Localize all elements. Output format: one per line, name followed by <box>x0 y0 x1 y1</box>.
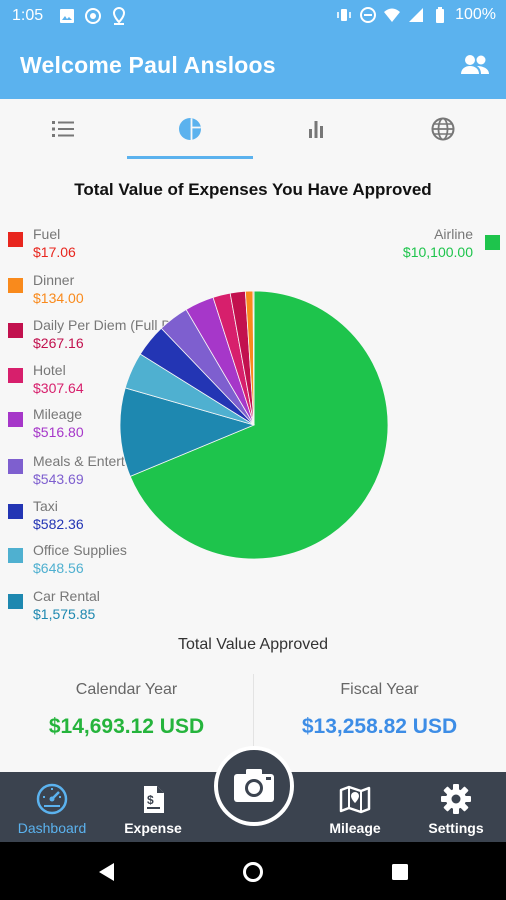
battery-percent: 100% <box>455 6 496 23</box>
legend-label: Fuel <box>33 226 61 242</box>
fiscal-year-label: Fiscal Year <box>340 681 419 698</box>
vibrate-icon <box>337 9 351 21</box>
legend-value: $307.64 <box>33 380 84 396</box>
globe-icon <box>431 117 455 141</box>
map-icon <box>339 785 371 814</box>
signal-icon <box>409 8 424 22</box>
app-bar: Welcome Paul Ansloos <box>0 32 506 99</box>
legend-label: Taxi <box>33 498 58 514</box>
active-tab-indicator <box>127 156 253 159</box>
tab-globe[interactable] <box>380 99 506 159</box>
pie-slice <box>119 387 256 477</box>
recents-icon[interactable] <box>389 861 411 883</box>
svg-text:$: $ <box>147 793 154 807</box>
pie-slice <box>252 290 255 426</box>
people-icon[interactable] <box>460 52 490 78</box>
fiscal-year-summary: Fiscal Year $13,258.82 USD <box>253 668 506 772</box>
tab-bar-chart[interactable] <box>253 99 379 159</box>
legend-swatch <box>8 412 23 427</box>
legend-swatch <box>8 594 23 609</box>
legend-value: $516.80 <box>33 424 84 440</box>
legend-item-airline: Airline $10,100.00 <box>380 226 500 266</box>
fiscal-year-amount: $13,258.82 USD <box>301 715 458 738</box>
pie-chart-icon <box>179 118 201 140</box>
expense-receipt-icon: $ <box>144 786 164 813</box>
calendar-year-amount: $14,693.12 USD <box>48 715 205 738</box>
legend-label: Dinner <box>33 272 75 288</box>
wifi-icon <box>384 8 401 22</box>
legend-swatch <box>8 278 23 293</box>
legend-label: Airline <box>434 226 473 242</box>
legend-swatch <box>8 368 23 383</box>
nav-expense[interactable]: $ Expense <box>112 772 194 842</box>
legend-label: Office Supplies <box>33 542 127 558</box>
legend-swatch <box>485 235 500 250</box>
legend-swatch <box>8 459 23 474</box>
legend-value: $267.16 <box>33 335 84 351</box>
nav-mileage-label: Mileage <box>329 820 381 836</box>
legend-value: $1,575.85 <box>33 606 96 622</box>
bar-chart-icon <box>309 121 323 138</box>
legend-label: Car Rental <box>33 588 100 604</box>
legend-value: $10,100.00 <box>402 244 473 260</box>
dashboard-icon <box>36 783 68 815</box>
camera-icon <box>234 769 274 802</box>
legend-value: $648.56 <box>33 560 84 576</box>
pie-slice <box>129 290 389 560</box>
total-value-heading: Total Value Approved <box>177 636 329 653</box>
pie-chart <box>119 290 389 560</box>
location-icon <box>112 7 126 25</box>
nav-dashboard[interactable]: Dashboard <box>8 772 96 842</box>
legend-value: $17.06 <box>33 244 76 260</box>
summary-panel: Calendar Year $14,693.12 USD Fiscal Year… <box>0 668 506 772</box>
legend-value: $582.36 <box>33 516 84 532</box>
legend-swatch <box>8 323 23 338</box>
nav-expense-label: Expense <box>124 820 182 836</box>
nav-settings-label: Settings <box>428 820 484 836</box>
status-time: 1:05 <box>12 7 44 24</box>
nav-mileage[interactable]: Mileage <box>316 772 394 842</box>
legend-label: Hotel <box>33 362 66 378</box>
legend-swatch <box>8 548 23 563</box>
status-bar: 1:05 100% <box>0 0 506 32</box>
chart-title: Total Value of Expenses You Have Approve… <box>74 180 432 199</box>
nav-dashboard-label: Dashboard <box>17 820 87 836</box>
calendar-year-summary: Calendar Year $14,693.12 USD <box>0 668 253 772</box>
gallery-icon <box>60 9 74 23</box>
list-icon <box>52 121 74 137</box>
calendar-year-label: Calendar Year <box>75 681 178 698</box>
gear-icon <box>441 784 471 814</box>
data-saver-icon <box>85 8 101 24</box>
legend-swatch <box>8 232 23 247</box>
tab-list[interactable] <box>0 99 126 159</box>
camera-button[interactable] <box>214 746 294 826</box>
legend-value: $134.00 <box>33 290 84 306</box>
legend-label: Mileage <box>33 406 83 422</box>
back-icon[interactable] <box>95 861 117 883</box>
nav-settings[interactable]: Settings <box>414 772 498 842</box>
legend-swatch <box>8 504 23 519</box>
legend-value: $543.69 <box>33 471 84 487</box>
summary-divider <box>253 674 254 766</box>
home-icon[interactable] <box>242 861 264 883</box>
page-title: Welcome Paul Ansloos <box>20 52 276 78</box>
tab-bar <box>0 99 506 159</box>
tab-pie-chart[interactable] <box>127 99 253 159</box>
dnd-icon <box>360 7 377 23</box>
system-nav-bar <box>0 842 506 900</box>
battery-icon <box>436 7 445 23</box>
